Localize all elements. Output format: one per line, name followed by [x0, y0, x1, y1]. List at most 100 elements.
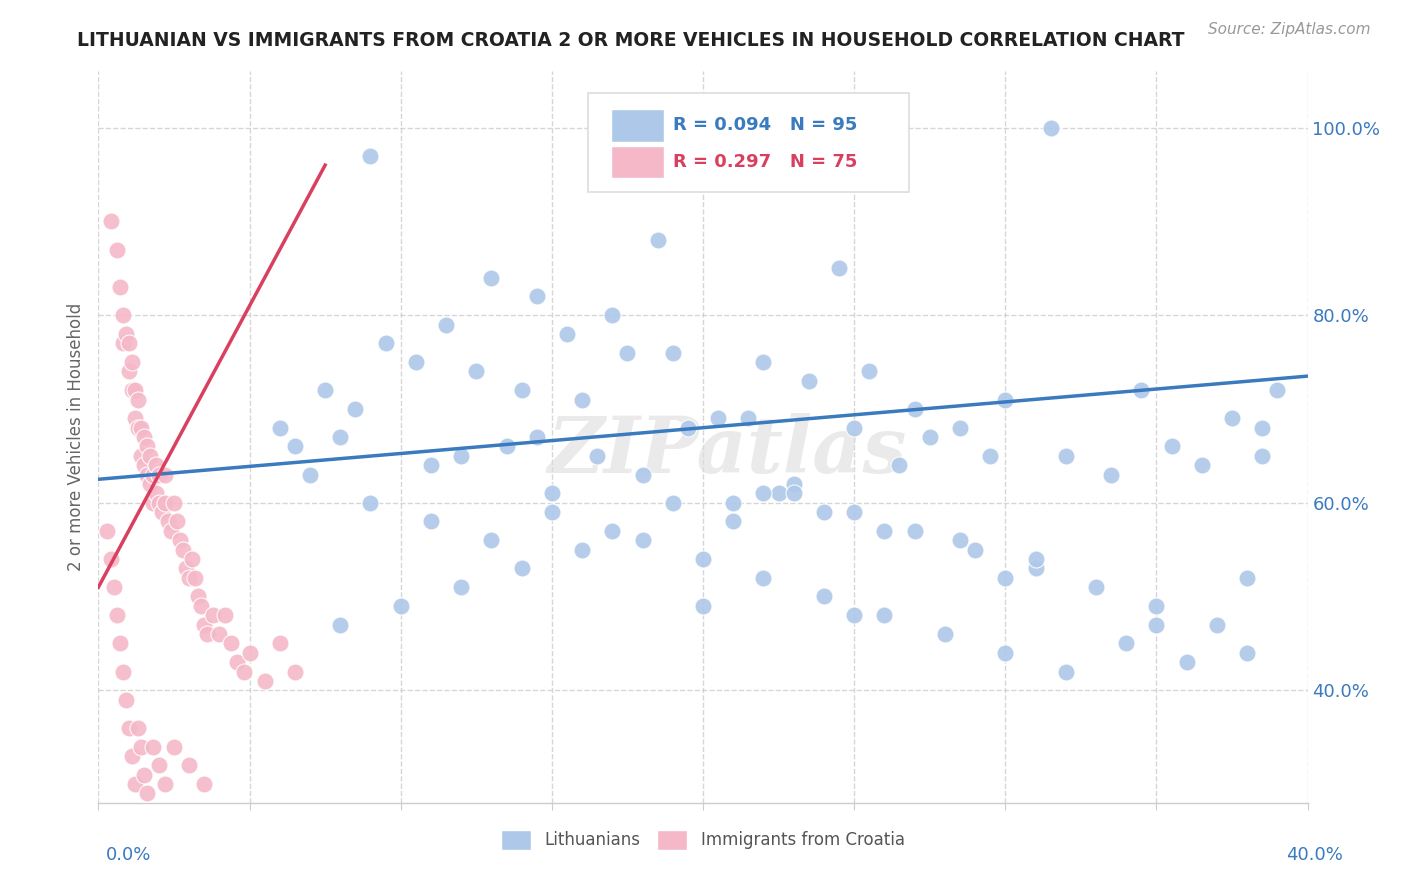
- Point: [103, 580, 125, 594]
- Point: [692, 599, 714, 613]
- Point: [163, 739, 186, 754]
- Point: [124, 383, 146, 397]
- Point: [1085, 580, 1108, 594]
- Point: [602, 524, 624, 538]
- Point: [844, 420, 866, 434]
- Point: [405, 355, 427, 369]
- Point: [783, 477, 806, 491]
- Point: [844, 505, 866, 519]
- Point: [156, 515, 179, 529]
- Point: [586, 449, 609, 463]
- Point: [1236, 571, 1258, 585]
- Point: [495, 440, 517, 454]
- Point: [239, 646, 262, 660]
- Point: [676, 420, 699, 434]
- Point: [145, 486, 167, 500]
- Point: [526, 289, 548, 303]
- Point: [129, 420, 152, 434]
- Point: [858, 364, 880, 378]
- Point: [181, 552, 204, 566]
- Point: [129, 449, 152, 463]
- Point: [148, 758, 170, 772]
- Point: [129, 739, 152, 754]
- Point: [184, 571, 207, 585]
- Point: [450, 580, 472, 594]
- Point: [284, 440, 307, 454]
- Point: [1220, 411, 1243, 425]
- Point: [1267, 383, 1289, 397]
- Point: [873, 524, 896, 538]
- Point: [1024, 561, 1046, 575]
- Point: [221, 636, 243, 650]
- Point: [314, 383, 336, 397]
- Point: [434, 318, 457, 332]
- Point: [1099, 467, 1122, 482]
- Point: [160, 524, 183, 538]
- Point: [661, 496, 683, 510]
- Point: [139, 449, 162, 463]
- Point: [1054, 665, 1077, 679]
- Point: [111, 336, 134, 351]
- Point: [253, 673, 276, 688]
- Point: [124, 777, 146, 791]
- Point: [631, 533, 654, 548]
- Point: [132, 430, 155, 444]
- Point: [631, 467, 654, 482]
- Point: [108, 636, 131, 650]
- Point: [142, 496, 165, 510]
- Point: [737, 411, 759, 425]
- Point: [344, 401, 367, 416]
- Point: [450, 449, 472, 463]
- Text: Source: ZipAtlas.com: Source: ZipAtlas.com: [1208, 22, 1371, 37]
- Point: [135, 786, 157, 800]
- Point: [783, 486, 806, 500]
- Point: [1144, 599, 1167, 613]
- Text: ZIPatlas: ZIPatlas: [547, 414, 907, 490]
- Point: [179, 571, 201, 585]
- Point: [118, 364, 141, 378]
- Point: [420, 515, 443, 529]
- Point: [299, 467, 322, 482]
- Point: [510, 383, 533, 397]
- Point: [195, 627, 218, 641]
- Point: [193, 617, 215, 632]
- Text: LITHUANIAN VS IMMIGRANTS FROM CROATIA 2 OR MORE VEHICLES IN HOUSEHOLD CORRELATIO: LITHUANIAN VS IMMIGRANTS FROM CROATIA 2 …: [77, 31, 1185, 50]
- Point: [174, 561, 197, 575]
- Point: [153, 467, 176, 482]
- Point: [118, 721, 141, 735]
- Point: [904, 401, 927, 416]
- Point: [108, 280, 131, 294]
- Point: [1039, 120, 1062, 135]
- Point: [169, 533, 191, 548]
- Point: [540, 505, 562, 519]
- Point: [190, 599, 212, 613]
- Point: [934, 627, 956, 641]
- Point: [873, 608, 896, 623]
- Point: [768, 486, 790, 500]
- Point: [114, 326, 136, 341]
- Point: [118, 336, 141, 351]
- Point: [132, 458, 155, 473]
- Point: [172, 542, 194, 557]
- Point: [135, 440, 157, 454]
- Point: [226, 655, 249, 669]
- Point: [994, 646, 1017, 660]
- Point: [208, 627, 231, 641]
- Point: [111, 665, 134, 679]
- Point: [510, 561, 533, 575]
- Text: R = 0.094   N = 95: R = 0.094 N = 95: [672, 117, 858, 135]
- Point: [540, 486, 562, 500]
- Point: [1251, 420, 1274, 434]
- Point: [813, 590, 835, 604]
- Point: [844, 608, 866, 623]
- FancyBboxPatch shape: [612, 146, 664, 178]
- Point: [121, 355, 143, 369]
- Legend: Lithuanians, Immigrants from Croatia: Lithuanians, Immigrants from Croatia: [495, 823, 911, 856]
- Point: [1175, 655, 1198, 669]
- Point: [148, 496, 170, 510]
- Point: [360, 496, 382, 510]
- Point: [1191, 458, 1213, 473]
- Point: [389, 599, 412, 613]
- Point: [202, 608, 225, 623]
- Point: [647, 233, 669, 247]
